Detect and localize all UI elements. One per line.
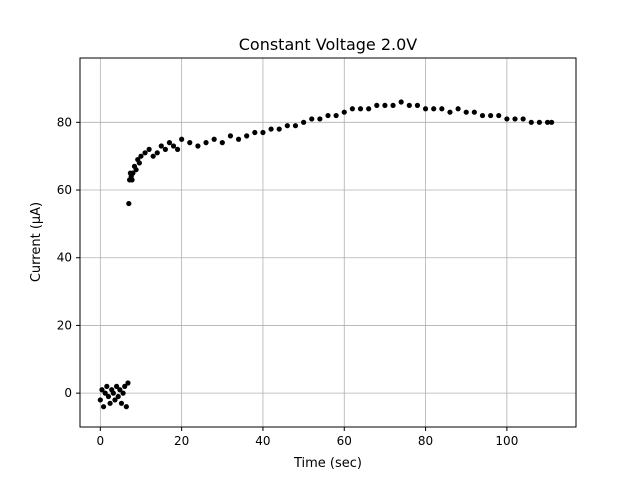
scatter-point <box>235 136 242 142</box>
scatter-point <box>105 393 112 400</box>
y-tick-label: 0 <box>64 386 72 400</box>
scatter-point <box>439 106 445 112</box>
scatter-point <box>133 167 139 173</box>
scatter-point <box>107 400 113 406</box>
scatter-point <box>357 106 364 112</box>
scatter-point <box>390 102 396 108</box>
scatter-point <box>97 397 103 403</box>
scatter-point <box>203 140 209 146</box>
scatter-point <box>536 119 543 125</box>
scatter-point <box>118 400 125 406</box>
scatter-point <box>104 383 110 389</box>
tick-layer: 0 20 40 60 80 100 0 20 40 60 80 <box>57 115 519 448</box>
x-tick-label: 100 <box>495 434 518 448</box>
scatter-point <box>504 116 510 122</box>
scatter-point <box>100 404 107 410</box>
scatter-point <box>195 143 201 149</box>
scatter-point <box>244 133 250 139</box>
scatter-point <box>129 177 135 183</box>
scatter-point <box>150 153 156 159</box>
y-tick-label: 40 <box>57 251 72 265</box>
scatter-point <box>471 109 477 115</box>
scatter-point <box>146 146 152 152</box>
x-tick-label: 20 <box>174 434 189 448</box>
scatter-point <box>158 143 164 149</box>
x-tick-label: 0 <box>97 434 105 448</box>
scatter-point <box>211 136 217 142</box>
scatter-point <box>414 102 421 108</box>
scatter-point <box>219 140 225 146</box>
y-tick-label: 80 <box>57 115 72 129</box>
scatter-point <box>174 146 181 152</box>
scatter-point <box>325 112 331 119</box>
scatter-point <box>292 123 299 129</box>
scatter-point <box>488 112 494 119</box>
scatter-point <box>138 153 144 159</box>
points-layer <box>97 99 555 410</box>
scatter-point <box>123 404 129 410</box>
scatter-point <box>227 133 234 139</box>
chart-title: Constant Voltage 2.0V <box>239 35 418 54</box>
scatter-point <box>455 106 461 112</box>
scatter-point <box>120 390 126 396</box>
scatter-point <box>406 102 412 108</box>
scatter-point <box>162 146 168 152</box>
scatter-point <box>166 140 173 146</box>
scatter-point <box>113 383 120 389</box>
scatter-point <box>260 129 266 136</box>
scatter-point <box>179 136 185 142</box>
scatter-point <box>341 109 347 115</box>
x-axis-label: Time (sec) <box>293 456 362 471</box>
scatter-point <box>284 123 290 129</box>
scatter-point <box>382 102 388 108</box>
y-axis-label: Current (µA) <box>29 202 44 282</box>
scatter-point <box>268 126 274 132</box>
scatter-point <box>374 102 380 108</box>
scatter-point <box>102 390 108 396</box>
scatter-point <box>276 126 282 132</box>
scatter-point <box>125 380 131 386</box>
scatter-point <box>422 106 429 112</box>
x-tick-label: 80 <box>418 434 433 448</box>
scatter-point <box>136 160 142 166</box>
x-tick-label: 60 <box>337 434 352 448</box>
scatter-point <box>463 109 469 115</box>
scatter-point <box>99 387 105 393</box>
scatter-point <box>528 119 534 125</box>
plot-frame <box>79 57 577 428</box>
scatter-point <box>366 106 372 112</box>
scatter-point <box>110 390 116 396</box>
y-tick-label: 20 <box>57 318 72 332</box>
scatter-point <box>142 150 148 156</box>
scatter-point <box>122 383 128 389</box>
y-tick-label: 60 <box>57 183 72 197</box>
scatter-point <box>431 106 437 112</box>
scatter-point <box>154 150 160 156</box>
scatter-point <box>512 116 518 122</box>
scatter-point <box>309 116 315 122</box>
scatter-point <box>544 119 551 125</box>
scatter-point <box>479 112 486 119</box>
scatter-point <box>301 119 307 125</box>
scatter-point <box>112 397 118 403</box>
scatter-point <box>130 170 136 176</box>
scatter-point <box>117 387 123 393</box>
scatter-point <box>398 99 404 105</box>
scatter-point <box>496 112 502 119</box>
scatter-point <box>549 119 555 125</box>
scatter-point <box>252 129 258 136</box>
scatter-point <box>170 143 177 149</box>
x-tick-label: 40 <box>255 434 270 448</box>
scatter-point <box>333 112 339 119</box>
scatter-point <box>115 393 121 400</box>
scatter-point <box>126 200 132 207</box>
scatter-point <box>447 109 453 115</box>
scatter-point <box>349 106 355 112</box>
scatter-point <box>187 140 193 146</box>
scatter-point <box>520 116 526 122</box>
scatter-point <box>317 116 323 122</box>
